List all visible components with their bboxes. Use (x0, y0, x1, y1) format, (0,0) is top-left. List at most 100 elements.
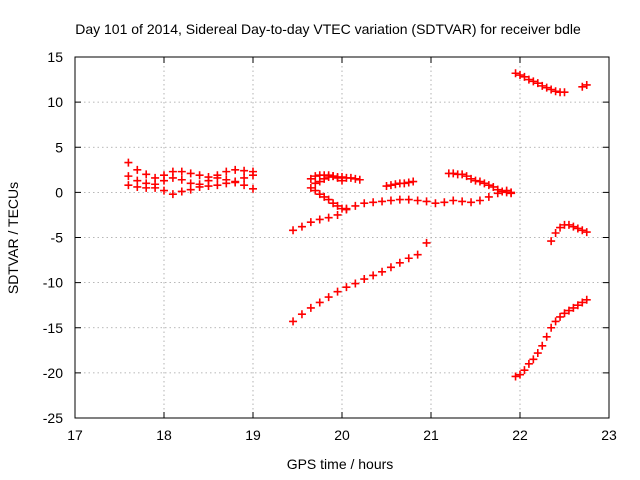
data-point (297, 310, 306, 319)
data-point (516, 71, 524, 80)
data-point (413, 196, 422, 205)
data-point (249, 171, 257, 180)
data-point (346, 173, 355, 182)
data-point (204, 182, 213, 191)
data-point (240, 173, 249, 182)
data-point (142, 170, 151, 179)
data-point (569, 303, 578, 312)
data-point (578, 82, 587, 91)
x-axis-title: GPS time / hours (287, 456, 394, 472)
data-point (404, 254, 413, 263)
data-point (502, 188, 511, 197)
data-point (524, 75, 533, 84)
y-tick-label: 5 (55, 139, 63, 155)
data-point (168, 173, 177, 182)
data-point (538, 341, 547, 350)
data-point (378, 197, 387, 206)
data-point (160, 186, 168, 195)
data-point (333, 287, 342, 296)
data-point (213, 181, 222, 190)
x-tick-label: 17 (67, 427, 83, 443)
data-point (520, 366, 529, 375)
data-point (511, 69, 520, 78)
y-tick-label: -10 (43, 275, 63, 291)
data-point (342, 283, 351, 292)
data-point (124, 172, 133, 181)
data-point (449, 196, 458, 205)
data-point (142, 183, 151, 192)
data-point (351, 279, 360, 288)
data-series (444, 169, 516, 198)
data-point (195, 171, 204, 180)
data-point (493, 185, 502, 194)
data-point (511, 372, 520, 381)
data-point (560, 309, 569, 318)
data-point (547, 323, 556, 332)
data-point (431, 199, 440, 208)
data-point (449, 169, 458, 178)
data-point (467, 174, 476, 183)
data-point (533, 349, 542, 358)
data-point (386, 181, 395, 190)
data-series (578, 80, 591, 91)
data-point (351, 201, 360, 210)
data-point (240, 166, 249, 175)
data-point (311, 186, 320, 195)
data-point (177, 187, 186, 196)
data-point (320, 174, 329, 183)
data-points (124, 69, 591, 381)
data-series (382, 177, 418, 191)
data-point (324, 173, 333, 182)
data-point (462, 172, 471, 181)
data-point (168, 190, 177, 199)
data-point (386, 196, 395, 205)
data-point (542, 332, 551, 341)
data-point (289, 226, 298, 235)
data-point (573, 224, 582, 233)
data-point (133, 165, 142, 174)
data-point (297, 222, 306, 231)
data-series (511, 295, 591, 381)
x-tick-label: 22 (512, 427, 528, 443)
data-point (569, 222, 578, 231)
data-point (582, 228, 591, 237)
data-point (133, 182, 142, 191)
plot-frame (74, 56, 610, 419)
data-point (422, 197, 431, 206)
data-point (542, 83, 551, 92)
x-tick-label: 18 (156, 427, 172, 443)
data-point (124, 158, 133, 167)
data-point (564, 220, 573, 229)
y-tick-label: -20 (43, 365, 63, 381)
data-point (160, 176, 168, 185)
x-tick-label: 21 (423, 427, 439, 443)
data-point (391, 180, 400, 189)
data-point (551, 87, 560, 96)
data-series (311, 172, 346, 188)
data-point (338, 176, 346, 185)
data-point (306, 174, 315, 183)
data-point (507, 189, 516, 198)
data-point (578, 298, 587, 307)
data-point (124, 181, 133, 190)
data-point (378, 267, 387, 276)
data-point (547, 85, 556, 94)
data-point (355, 175, 364, 184)
data-point (467, 198, 476, 207)
x-tick-label: 20 (334, 427, 350, 443)
data-point (333, 201, 342, 210)
data-point (573, 301, 582, 310)
data-point (382, 182, 391, 191)
data-point (315, 298, 324, 307)
data-point (324, 213, 333, 222)
data-point (324, 195, 333, 204)
data-point (471, 176, 480, 185)
data-point (564, 306, 573, 315)
data-point (538, 81, 547, 90)
y-axis-title: SDTVAR / TECUs (5, 182, 21, 294)
data-point (556, 312, 565, 321)
data-point (222, 167, 231, 176)
data-point (551, 317, 560, 326)
data-point (516, 370, 524, 379)
